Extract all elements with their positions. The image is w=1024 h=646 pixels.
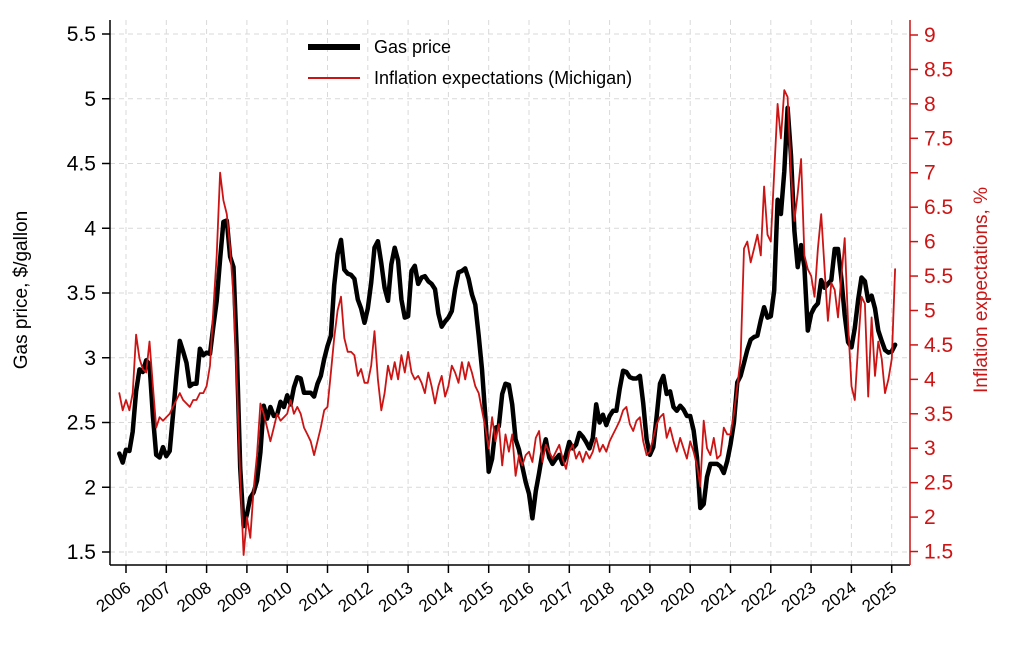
right-tick-label: 8 bbox=[924, 93, 936, 116]
right-tick-label: 5.5 bbox=[924, 265, 953, 288]
right-tick-label: 4 bbox=[924, 368, 936, 391]
x-tick-label: 2024 bbox=[818, 578, 860, 616]
legend-item-inflation: Inflation expectations (Michigan) bbox=[308, 64, 632, 92]
legend-label-gas-price: Gas price bbox=[374, 36, 452, 57]
x-tick-label: 2021 bbox=[697, 578, 739, 616]
x-tick-label: 2015 bbox=[455, 578, 497, 616]
legend-label-inflation: Inflation expectations (Michigan) bbox=[374, 67, 633, 88]
legend-item-gas-price: Gas price bbox=[308, 33, 632, 61]
right-tick-label: 3 bbox=[924, 437, 936, 460]
x-tick-label: 2009 bbox=[214, 578, 256, 616]
x-tick-label: 2006 bbox=[93, 578, 135, 616]
right-tick-label: 3.5 bbox=[924, 403, 953, 426]
x-tick-label: 2023 bbox=[778, 578, 820, 616]
left-tick-label: 4 bbox=[84, 217, 96, 240]
left-tick-label: 5 bbox=[84, 88, 96, 111]
left-axis-title: Gas price, $/gallon bbox=[11, 210, 32, 370]
right-tick-label: 7 bbox=[924, 162, 936, 185]
right-tick-label: 8.5 bbox=[924, 58, 953, 81]
left-tick-label: 3 bbox=[84, 347, 96, 370]
right-tick-label: 6.5 bbox=[924, 196, 953, 219]
x-tick-label: 2013 bbox=[375, 578, 417, 616]
x-tick-label: 2008 bbox=[173, 578, 215, 616]
x-tick-label: 2018 bbox=[576, 578, 618, 616]
right-tick-label: 6 bbox=[924, 231, 936, 254]
x-tick-label: 2012 bbox=[335, 578, 377, 616]
left-tick-label: 5.5 bbox=[67, 23, 96, 46]
left-tick-label: 2.5 bbox=[67, 412, 96, 435]
inflation-line-swatch bbox=[308, 77, 360, 79]
right-tick-label: 2.5 bbox=[924, 472, 953, 495]
x-tick-label: 2011 bbox=[295, 578, 336, 615]
right-tick-label: 1.5 bbox=[924, 541, 953, 564]
gas-price-line bbox=[117, 105, 898, 529]
x-tick-label: 2020 bbox=[657, 578, 699, 616]
inflation-expectations-line bbox=[118, 89, 896, 556]
right-tick-label: 2 bbox=[924, 506, 936, 529]
x-tick-label: 2007 bbox=[133, 578, 175, 616]
x-tick-label: 2025 bbox=[858, 578, 900, 616]
left-tick-label: 3.5 bbox=[67, 282, 96, 305]
x-tick-label: 2010 bbox=[254, 578, 296, 616]
right-tick-label: 4.5 bbox=[924, 334, 953, 357]
x-tick-label: 2019 bbox=[617, 578, 659, 616]
x-tick-label: 2022 bbox=[738, 578, 780, 616]
x-tick-label: 2016 bbox=[496, 578, 538, 616]
right-tick-label: 9 bbox=[924, 24, 936, 47]
right-tick-label: 7.5 bbox=[924, 127, 953, 150]
x-tick-label: 2017 bbox=[536, 578, 578, 616]
left-tick-label: 2 bbox=[84, 476, 96, 499]
left-tick-label: 4.5 bbox=[67, 153, 96, 176]
left-tick-label: 1.5 bbox=[67, 541, 96, 564]
x-tick-label: 2014 bbox=[415, 578, 457, 616]
legend: Gas price Inflation expectations (Michig… bbox=[308, 33, 632, 95]
right-tick-label: 5 bbox=[924, 299, 936, 322]
right-axis-title: Inflation expectations, % bbox=[971, 187, 992, 393]
gas-price-line-swatch bbox=[308, 44, 360, 50]
